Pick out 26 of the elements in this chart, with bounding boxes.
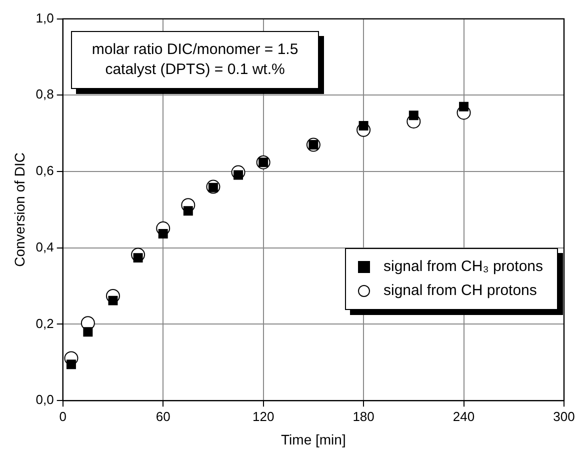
y-tick-label: 0,4 xyxy=(36,239,54,254)
point xyxy=(108,296,118,306)
point xyxy=(158,229,168,238)
annotation: molar ratio DIC/monomer = 1.5 xyxy=(92,40,298,60)
y-axis-title: Conversion of DIC xyxy=(11,152,28,267)
x-tick-label: 240 xyxy=(452,408,475,424)
y-tick-label: 0,8 xyxy=(36,86,54,102)
x-tick-label: 300 xyxy=(553,408,575,424)
y-tick-label: 0,6 xyxy=(36,163,54,178)
y-tick-label: 1,0 xyxy=(36,10,54,26)
point xyxy=(408,110,418,120)
x-tick-label: 120 xyxy=(252,408,274,424)
point xyxy=(459,102,469,112)
legend-label: signal from CH protons xyxy=(384,280,537,301)
point xyxy=(183,206,193,216)
legend-label: signal from CH₃ protons xyxy=(384,256,543,277)
point xyxy=(83,327,93,337)
x-axis-title: Time [min] xyxy=(281,431,346,448)
annotation: catalyst (DPTS) = 0.1 wt.% xyxy=(104,60,286,80)
y-tick-label: 0,2 xyxy=(36,316,54,331)
y-tick-label: 0,0 xyxy=(36,392,54,408)
point xyxy=(66,360,76,370)
x-tick-label: 60 xyxy=(156,408,170,424)
x-tick-label: 180 xyxy=(352,408,374,424)
point xyxy=(358,120,368,130)
x-tick-label: 0 xyxy=(59,408,66,424)
